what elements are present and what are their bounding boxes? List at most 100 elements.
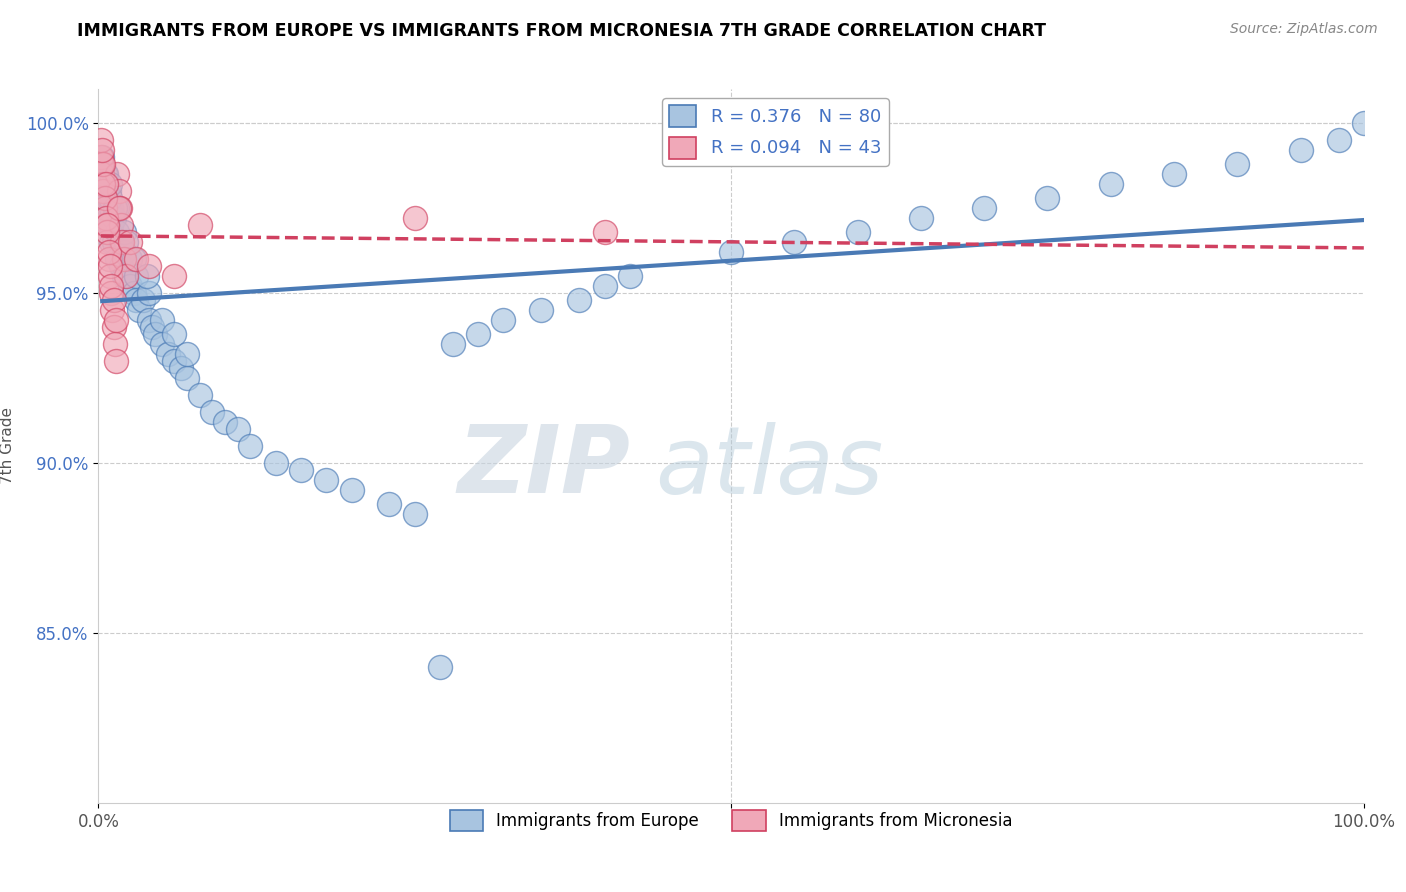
Point bbox=[593, 225, 616, 239]
Point bbox=[619, 269, 641, 284]
Point bbox=[973, 201, 995, 215]
Point bbox=[846, 225, 869, 239]
Point bbox=[100, 286, 122, 301]
Point bbox=[720, 245, 742, 260]
Point bbox=[107, 201, 129, 215]
Point bbox=[110, 218, 132, 232]
Point bbox=[239, 439, 262, 453]
Point bbox=[103, 211, 125, 226]
Point bbox=[93, 157, 115, 171]
Point bbox=[107, 252, 129, 266]
Point bbox=[404, 211, 426, 226]
Point bbox=[105, 313, 128, 327]
Point bbox=[91, 167, 114, 181]
Point bbox=[115, 235, 138, 249]
Point bbox=[1036, 191, 1059, 205]
Point bbox=[163, 326, 186, 341]
Point bbox=[188, 218, 211, 232]
Point bbox=[107, 184, 129, 198]
Point bbox=[150, 337, 173, 351]
Point bbox=[98, 178, 121, 192]
Point bbox=[103, 235, 125, 249]
Point bbox=[112, 245, 135, 260]
Point bbox=[122, 286, 145, 301]
Point bbox=[112, 269, 135, 284]
Point bbox=[120, 252, 141, 266]
Text: IMMIGRANTS FROM EUROPE VS IMMIGRANTS FROM MICRONESIA 7TH GRADE CORRELATION CHART: IMMIGRANTS FROM EUROPE VS IMMIGRANTS FRO… bbox=[77, 22, 1046, 40]
Point bbox=[1289, 144, 1312, 158]
Point bbox=[429, 660, 451, 674]
Point bbox=[441, 337, 464, 351]
Point bbox=[97, 252, 120, 266]
Point bbox=[1226, 157, 1249, 171]
Point bbox=[1163, 167, 1185, 181]
Point bbox=[201, 405, 224, 419]
Point bbox=[93, 184, 117, 198]
Point bbox=[94, 211, 117, 226]
Point bbox=[145, 326, 166, 341]
Point bbox=[91, 150, 114, 164]
Point bbox=[176, 371, 198, 385]
Point bbox=[188, 388, 211, 402]
Point bbox=[93, 184, 115, 198]
Point bbox=[1327, 133, 1350, 147]
Point bbox=[105, 354, 128, 368]
Legend: Immigrants from Europe, Immigrants from Micronesia: Immigrants from Europe, Immigrants from … bbox=[443, 804, 1019, 838]
Point bbox=[910, 211, 932, 226]
Point bbox=[150, 313, 173, 327]
Point bbox=[264, 456, 287, 470]
Point bbox=[104, 337, 127, 351]
Point bbox=[91, 157, 114, 171]
Point bbox=[107, 225, 129, 239]
Point bbox=[530, 303, 553, 318]
Point bbox=[103, 320, 125, 334]
Point bbox=[94, 218, 117, 232]
Point bbox=[97, 218, 120, 232]
Point bbox=[492, 313, 515, 327]
Point bbox=[138, 286, 160, 301]
Point bbox=[315, 473, 337, 487]
Point bbox=[98, 259, 121, 273]
Point bbox=[100, 218, 122, 232]
Point bbox=[90, 133, 112, 147]
Point bbox=[290, 463, 312, 477]
Point bbox=[107, 201, 129, 215]
Point bbox=[93, 201, 117, 215]
Point bbox=[120, 279, 141, 293]
Y-axis label: 7th Grade: 7th Grade bbox=[0, 408, 14, 484]
Point bbox=[98, 269, 121, 284]
Point bbox=[120, 235, 141, 249]
Point bbox=[122, 252, 145, 266]
Point bbox=[110, 235, 132, 249]
Point bbox=[112, 252, 135, 266]
Point bbox=[1353, 116, 1375, 130]
Point bbox=[404, 507, 426, 521]
Point bbox=[98, 191, 121, 205]
Point bbox=[176, 347, 198, 361]
Point bbox=[378, 497, 401, 511]
Point bbox=[163, 269, 186, 284]
Point bbox=[340, 483, 363, 498]
Point bbox=[125, 269, 148, 284]
Point bbox=[1099, 178, 1122, 192]
Point bbox=[91, 144, 114, 158]
Point bbox=[138, 259, 160, 273]
Point bbox=[141, 320, 163, 334]
Point bbox=[97, 201, 120, 215]
Point bbox=[163, 354, 186, 368]
Point bbox=[135, 269, 157, 284]
Point bbox=[214, 415, 236, 429]
Point bbox=[115, 269, 138, 284]
Point bbox=[169, 360, 191, 375]
Point bbox=[107, 167, 129, 181]
Point bbox=[125, 252, 148, 266]
Point bbox=[110, 259, 132, 273]
Point bbox=[97, 245, 120, 260]
Text: Source: ZipAtlas.com: Source: ZipAtlas.com bbox=[1230, 22, 1378, 37]
Point bbox=[115, 269, 138, 284]
Point bbox=[100, 235, 122, 249]
Point bbox=[467, 326, 489, 341]
Point bbox=[91, 167, 114, 181]
Point bbox=[112, 225, 135, 239]
Point bbox=[125, 293, 148, 307]
